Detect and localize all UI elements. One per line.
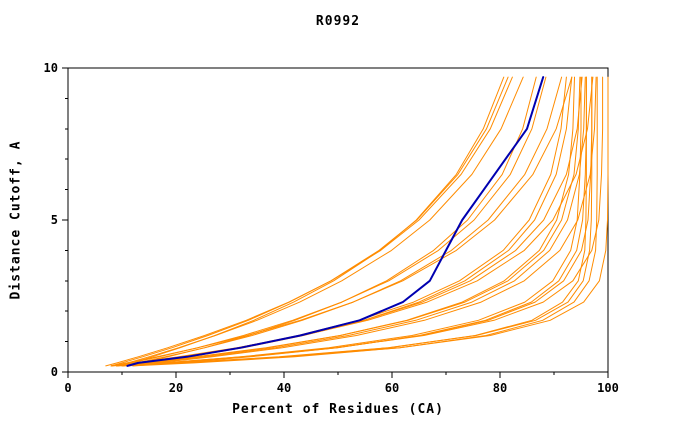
model-curve <box>121 76 563 367</box>
model-curve <box>105 76 513 367</box>
model-curve <box>116 76 575 367</box>
highlight-curve <box>126 76 545 367</box>
model-curve <box>110 76 573 367</box>
y-tick-label: 10 <box>44 61 58 75</box>
model-curve <box>126 76 597 367</box>
model-curve <box>116 76 604 367</box>
x-tick-label: 60 <box>385 381 399 395</box>
x-tick-label: 40 <box>277 381 291 395</box>
model-curve <box>121 76 505 367</box>
model-curve <box>110 76 594 367</box>
model-curve <box>132 76 587 367</box>
y-tick-label: 0 <box>51 365 58 379</box>
y-axis-label: Distance Cutoff, A <box>8 140 24 300</box>
model-curve <box>132 76 598 367</box>
model-curve <box>110 76 593 367</box>
x-tick-label: 0 <box>64 381 71 395</box>
x-tick-label: 20 <box>169 381 183 395</box>
model-curve <box>110 76 581 367</box>
y-tick-label: 5 <box>51 213 58 227</box>
model-curve <box>116 76 609 367</box>
model-curve <box>110 76 509 367</box>
x-tick-label: 80 <box>493 381 507 395</box>
model-curve <box>121 76 586 367</box>
model-curve <box>121 76 567 367</box>
model-curve <box>126 76 537 367</box>
x-tick-label: 100 <box>597 381 619 395</box>
chart-title: R0992 <box>315 14 361 29</box>
x-axis-label: Percent of Residues (CA) <box>232 402 444 417</box>
model-curve <box>116 76 524 367</box>
